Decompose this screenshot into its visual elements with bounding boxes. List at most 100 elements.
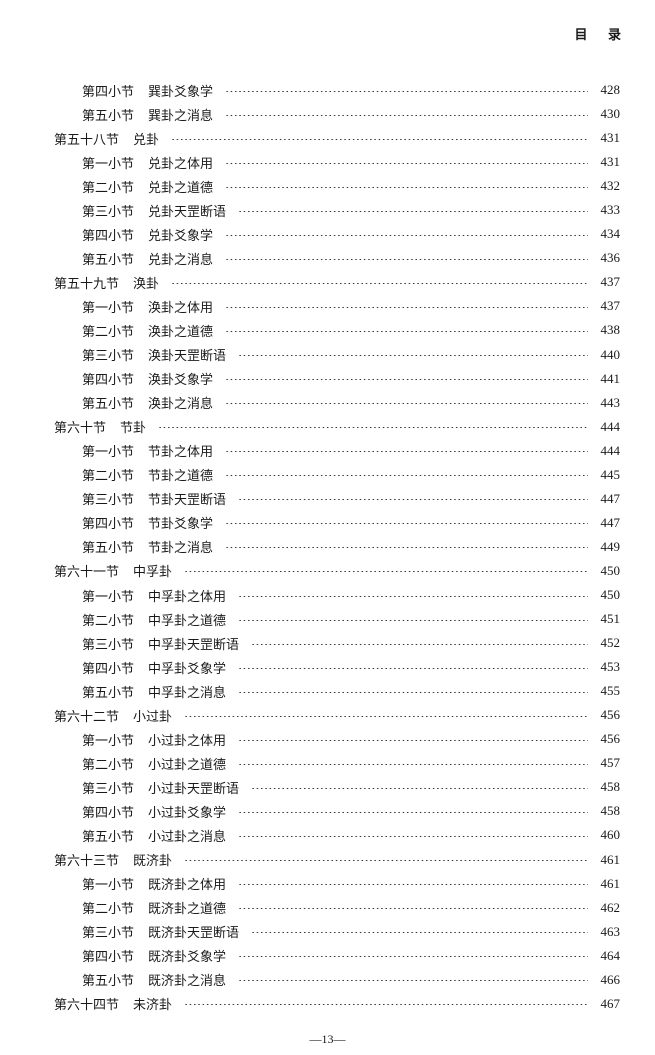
entry-title: 兑卦天罡断语 [148,204,227,220]
entry-page-number: 467 [600,995,621,1011]
entry-title: 既济卦之道德 [148,902,227,918]
toc-subsection-entry: 第二小节 涣卦之道德 438 [0,318,655,342]
dot-leader [225,403,588,405]
toc-section-entry: 第六十二节 小过卦 456 [0,703,655,727]
entry-title: 中孚卦天罡断语 [148,637,240,653]
entry-label: 第五十八节 [54,132,120,148]
dot-leader [251,643,588,645]
entry-title: 涣卦爻象学 [148,373,214,389]
entry-page-number: 431 [600,130,621,146]
toc-subsection-entry: 第四小节 节卦爻象学 447 [0,511,655,535]
toc-subsection-entry: 第三小节 小过卦天罡断语 458 [0,775,655,799]
entry-title: 兑卦爻象学 [148,228,214,244]
toc-subsection-entry: 第四小节 涣卦爻象学 441 [0,367,655,391]
dot-leader [184,1004,588,1006]
dot-leader [225,330,588,332]
dot-leader [238,884,588,886]
toc-subsection-entry: 第二小节 节卦之道德 445 [0,463,655,487]
dot-leader [225,306,588,308]
entry-page-number: 445 [600,466,621,482]
dot-leader [238,619,588,621]
entry-label: 第一小节 [82,878,135,894]
table-of-contents: 第四小节 巽卦爻象学 428 第五小节 巽卦之消息 430 第五十八节 兑卦 431 第一小节 兑卦… [0,78,655,1016]
dot-leader [171,282,588,284]
entry-label: 第二小节 [82,469,135,485]
entry-page-number: 447 [600,490,621,506]
dot-leader [184,715,588,717]
entry-page-number: 452 [600,635,621,651]
dot-leader [238,835,588,837]
toc-subsection-entry: 第一小节 小过卦之体用 456 [0,727,655,751]
toc-subsection-entry: 第二小节 既济卦之道德 462 [0,896,655,920]
entry-label: 第四小节 [82,517,135,533]
toc-subsection-entry: 第五小节 既济卦之消息 466 [0,968,655,992]
entry-label: 第六十二节 [54,709,120,725]
entry-label: 第一小节 [82,733,135,749]
dot-leader [158,427,588,429]
entry-title: 小过卦爻象学 [148,805,227,821]
toc-subsection-entry: 第一小节 节卦之体用 444 [0,439,655,463]
entry-label: 第三小节 [82,781,135,797]
entry-label: 第四小节 [82,950,135,966]
entry-label: 第六十四节 [54,998,120,1014]
entry-title: 巽卦爻象学 [148,84,214,100]
entry-label: 第五小节 [82,974,135,990]
entry-label: 第六十节 [54,421,107,437]
entry-title: 既济卦爻象学 [148,950,227,966]
running-header: 目 录 [574,28,629,43]
entry-label: 第五十九节 [54,276,120,292]
entry-title: 既济卦之体用 [148,878,227,894]
entry-title: 节卦 [120,421,147,437]
toc-subsection-entry: 第五小节 巽卦之消息 430 [0,102,655,126]
entry-title: 中孚卦爻象学 [148,661,227,677]
toc-subsection-entry: 第一小节 中孚卦之体用 450 [0,583,655,607]
entry-label: 第五小节 [82,685,135,701]
entry-title: 小过卦天罡断语 [148,781,240,797]
dot-leader [225,451,588,453]
toc-section-entry: 第六十节 节卦 444 [0,415,655,439]
entry-title: 中孚卦 [133,565,173,581]
dot-leader [238,667,588,669]
toc-subsection-entry: 第二小节 中孚卦之道德 451 [0,607,655,631]
entry-title: 小过卦之体用 [148,733,227,749]
entry-title: 涣卦 [133,276,160,292]
entry-page-number: 433 [600,202,621,218]
entry-label: 第一小节 [82,156,135,172]
entry-page-number: 441 [600,370,621,386]
entry-label: 第二小节 [82,902,135,918]
entry-page-number: 447 [600,514,621,530]
dot-leader [238,499,588,501]
toc-section-entry: 第六十三节 既济卦 461 [0,848,655,872]
entry-page-number: 457 [600,755,621,771]
entry-label: 第一小节 [82,300,135,316]
dot-leader [171,138,588,140]
dot-leader [238,811,588,813]
entry-label: 第六十一节 [54,565,120,581]
dot-leader [225,162,588,164]
entry-page-number: 460 [600,827,621,843]
entry-title: 中孚卦之消息 [148,685,227,701]
entry-page-number: 456 [600,731,621,747]
toc-subsection-entry: 第一小节 既济卦之体用 461 [0,872,655,896]
toc-subsection-entry: 第五小节 中孚卦之消息 455 [0,679,655,703]
entry-page-number: 451 [600,611,621,627]
entry-title: 既济卦之消息 [148,974,227,990]
toc-subsection-entry: 第三小节 节卦天罡断语 447 [0,487,655,511]
entry-page-number: 449 [600,538,621,554]
dot-leader [238,956,588,958]
dot-leader [225,258,588,260]
dot-leader [184,860,588,862]
entry-label: 第一小节 [82,445,135,461]
toc-subsection-entry: 第二小节 小过卦之道德 457 [0,751,655,775]
entry-title: 未济卦 [133,998,173,1014]
entry-page-number: 444 [600,418,621,434]
entry-label: 第二小节 [82,180,135,196]
entry-label: 第五小节 [82,541,135,557]
entry-label: 第五小节 [82,829,135,845]
page-number: —13— [309,1032,346,1046]
entry-page-number: 437 [600,298,621,314]
entry-page-number: 458 [600,779,621,795]
toc-section-entry: 第六十一节 中孚卦 450 [0,559,655,583]
dot-leader [238,763,588,765]
dot-leader [238,210,588,212]
